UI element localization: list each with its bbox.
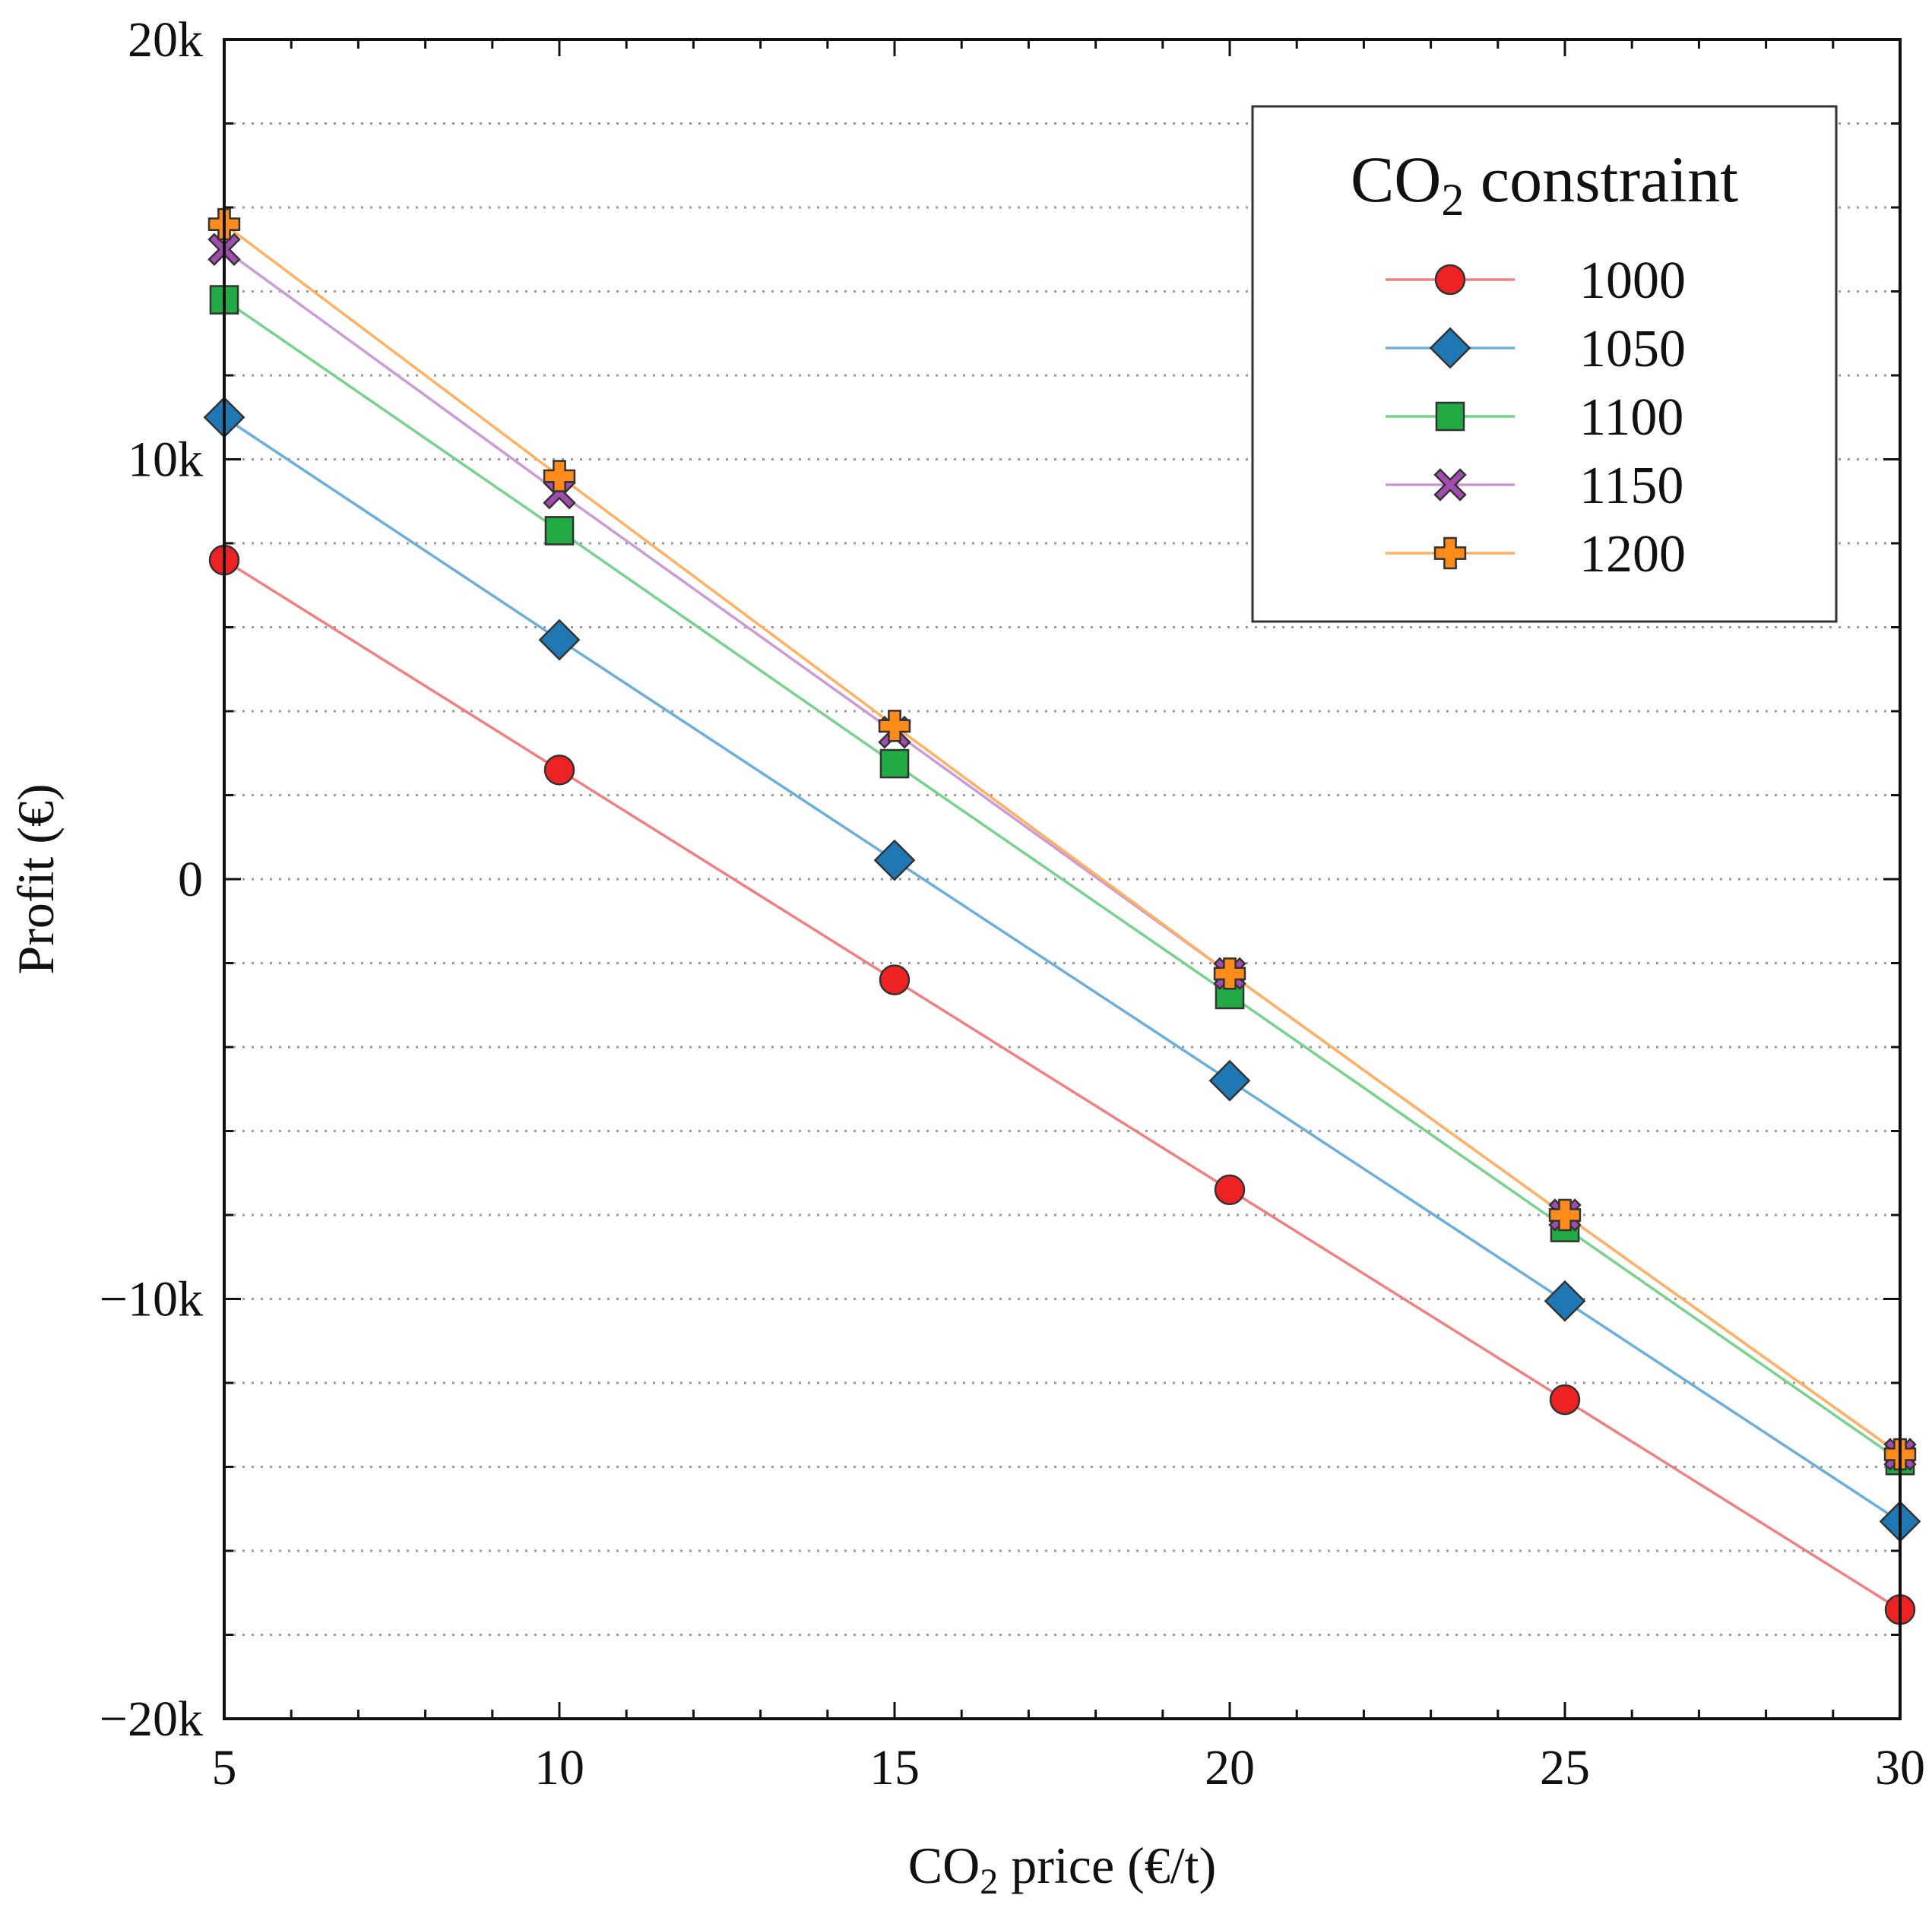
- series-line-1100: [223, 299, 1901, 1462]
- legend-item-1050: 1050: [1386, 320, 1686, 378]
- data-point-1000: [879, 964, 911, 995]
- legend-marker-1150: [1433, 468, 1467, 501]
- legend-title-post: constraint: [1464, 143, 1738, 216]
- data-point-1200: [1548, 1198, 1582, 1232]
- x-axis-label-post: price (€/t): [998, 1837, 1216, 1894]
- x-axis-label-sub: 2: [980, 1862, 998, 1902]
- y-tick-label: −10k: [100, 1272, 203, 1327]
- x-axis-label: CO2 price (€/t): [908, 1837, 1216, 1902]
- legend-marker-1100: [1435, 401, 1465, 432]
- legend: CO2 constraint 1000 1050 1100 1150 1200: [1251, 105, 1838, 623]
- legend-marker-1050: [1429, 327, 1471, 369]
- legend-marker-1000: [1434, 264, 1466, 296]
- legend-title-sub: 2: [1441, 175, 1464, 225]
- legend-item-1000: 1000: [1386, 252, 1686, 310]
- data-point-1050: [1208, 1059, 1251, 1102]
- x-axis-label-pre: CO: [908, 1837, 980, 1894]
- series-line-1000: [223, 558, 1901, 1611]
- x-tick-label: 10: [534, 1740, 584, 1796]
- data-point-1150: [543, 476, 576, 510]
- y-tick-label: −20k: [100, 1691, 203, 1747]
- y-tick-label: 20k: [128, 12, 203, 68]
- data-point-1000: [1214, 1174, 1246, 1206]
- data-point-1050: [538, 619, 581, 661]
- plot-frame: [223, 38, 1902, 1720]
- legend-label-1200: 1200: [1579, 525, 1686, 584]
- legend-title-pre: CO: [1351, 143, 1441, 216]
- x-tick-label: 15: [869, 1740, 920, 1796]
- data-point-1200: [878, 710, 911, 742]
- data-point-1200: [1213, 957, 1246, 990]
- y-tick-label: 10k: [128, 432, 203, 488]
- data-point-1200: [543, 460, 576, 492]
- legend-item-1150: 1150: [1386, 457, 1683, 515]
- series-layer: [223, 223, 1902, 1611]
- data-point-1000: [1549, 1384, 1581, 1416]
- legend-label-1050: 1050: [1579, 320, 1686, 378]
- y-tick-label: 0: [178, 852, 203, 907]
- legend-box: [1251, 105, 1838, 623]
- data-point-1000: [543, 755, 575, 786]
- legend-label-1000: 1000: [1579, 252, 1686, 310]
- data-point-1050: [1544, 1280, 1586, 1322]
- legend-item-1200: 1200: [1386, 525, 1686, 584]
- data-point-1100: [544, 516, 575, 546]
- legend-entries: 1000 1050 1100 1150 1200: [1386, 252, 1686, 584]
- y-axis-label: Profit (€): [7, 783, 65, 974]
- legend-title: CO2 constraint: [1351, 143, 1738, 225]
- series-line-1200: [223, 223, 1902, 1456]
- x-tick-label: 25: [1540, 1740, 1590, 1796]
- x-tick-label: 30: [1875, 1740, 1925, 1796]
- legend-label-1150: 1150: [1579, 457, 1683, 515]
- x-tick-label: 5: [212, 1740, 237, 1796]
- data-point-1100: [879, 748, 910, 779]
- legend-label-1100: 1100: [1579, 388, 1683, 447]
- legend-marker-1200: [1433, 536, 1467, 570]
- legend-item-1100: 1100: [1386, 388, 1683, 447]
- tick-labels: 5 10 15 20 25 30 −20k −10k 0 10k 20k: [100, 12, 1925, 1796]
- data-point-1050: [873, 839, 916, 881]
- x-tick-label: 20: [1205, 1740, 1255, 1796]
- series-line-1050: [223, 416, 1901, 1523]
